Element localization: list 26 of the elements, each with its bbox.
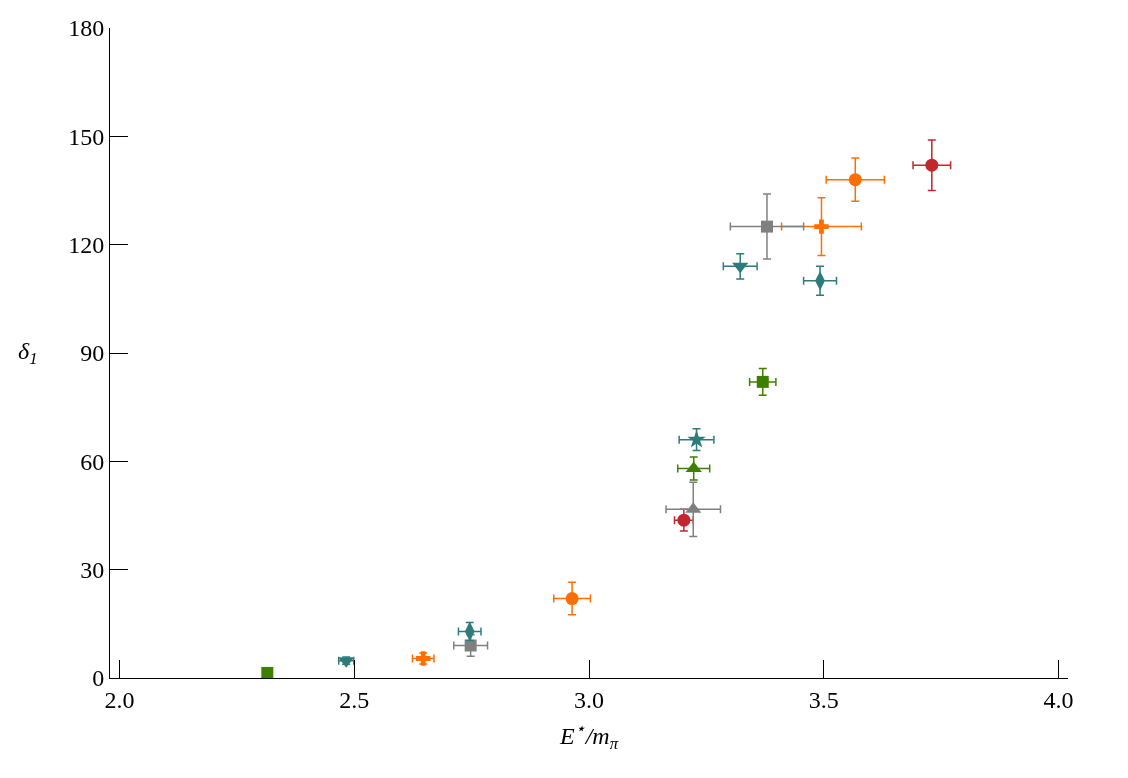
x-tick-label: 4.0: [1043, 686, 1074, 713]
point: [756, 375, 769, 388]
y-tick-label: 60: [80, 448, 105, 475]
y-tick-label: 0: [92, 665, 105, 692]
x-axis-title: E$^{⋆}$/m$_{π}$: [558, 719, 619, 754]
point: [565, 592, 579, 606]
point: [760, 220, 773, 233]
point: [677, 513, 691, 527]
y-tick-label: 90: [80, 340, 105, 367]
x-tick-label: 2.5: [339, 686, 370, 713]
point: [261, 666, 274, 678]
point: [685, 461, 702, 473]
point: [464, 639, 477, 652]
point: [732, 262, 749, 274]
y-tick-label: 120: [68, 232, 105, 259]
y-tick-label: 30: [80, 557, 105, 584]
x-tick-label: 2.0: [104, 686, 135, 713]
x-tick-label: 3.0: [574, 686, 604, 713]
point: [687, 429, 706, 448]
point: [814, 219, 829, 234]
x-tick-label: 3.5: [808, 686, 839, 713]
point: [848, 173, 862, 187]
point: [925, 158, 939, 172]
y-tick-label: 150: [68, 123, 105, 150]
y-axis-title: δ$_{1}$: [18, 338, 38, 369]
y-tick-label: 180: [68, 15, 105, 42]
